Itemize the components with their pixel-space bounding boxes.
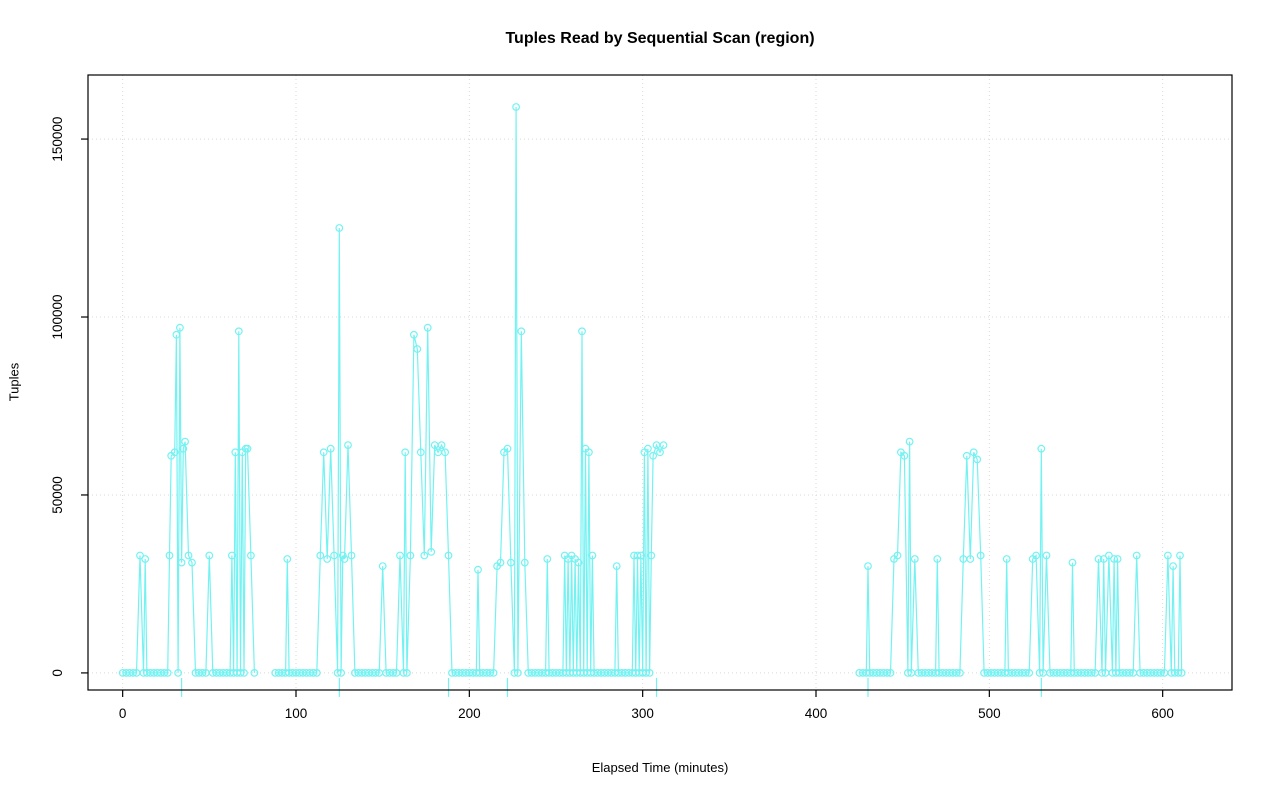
rug-marks bbox=[181, 677, 1042, 697]
x-tick-label: 0 bbox=[119, 706, 127, 721]
series-points bbox=[118, 103, 1186, 677]
series-line bbox=[122, 106, 1183, 674]
x-tick-label: 300 bbox=[631, 706, 654, 721]
y-axis-ticks: 0 50000 100000 150000 bbox=[50, 117, 88, 677]
x-tick-label: 200 bbox=[458, 706, 481, 721]
x-tick-label: 100 bbox=[285, 706, 308, 721]
y-tick-label: 150000 bbox=[50, 117, 65, 162]
y-tick-label: 100000 bbox=[50, 294, 65, 339]
x-tick-label: 400 bbox=[805, 706, 828, 721]
x-axis-label: Elapsed Time (minutes) bbox=[591, 760, 729, 775]
y-tick-label: 0 bbox=[50, 669, 65, 677]
x-tick-label: 600 bbox=[1151, 706, 1174, 721]
x-tick-label: 500 bbox=[978, 706, 1001, 721]
y-axis-label: Tuples bbox=[6, 362, 22, 402]
grid-lines bbox=[88, 75, 1232, 690]
chart-title: Tuples Read by Sequential Scan (region) bbox=[505, 30, 815, 47]
plot-box bbox=[87, 74, 1233, 691]
x-axis-ticks: 0 100 200 300 400 500 600 bbox=[119, 690, 1174, 721]
y-tick-label: 50000 bbox=[50, 476, 65, 514]
